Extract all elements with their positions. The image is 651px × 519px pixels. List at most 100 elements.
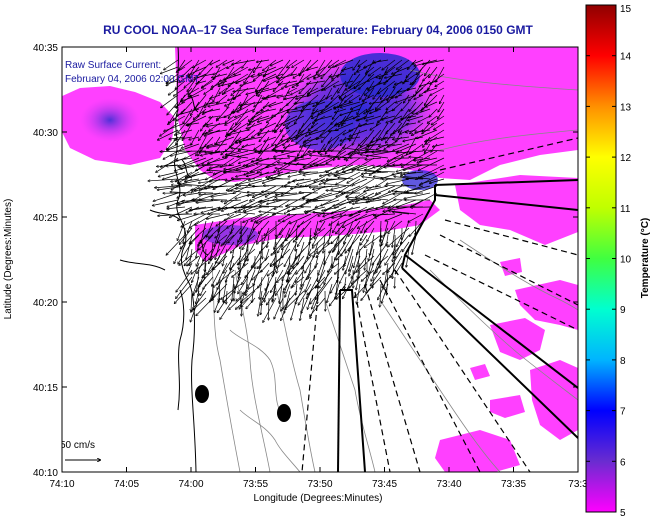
current-vector [168, 115, 179, 124]
current-vector [380, 87, 389, 99]
current-vector [288, 171, 312, 177]
current-vector [306, 200, 333, 201]
current-vector [240, 80, 256, 86]
current-vector [222, 199, 249, 211]
current-vector [213, 269, 235, 287]
current-vector [181, 213, 207, 227]
current-vector [201, 220, 207, 243]
current-vector [187, 73, 200, 91]
current-vector [332, 213, 354, 218]
current-vector [288, 156, 305, 159]
current-vector [199, 178, 228, 183]
current-vector [290, 213, 312, 224]
current-vector [185, 178, 200, 181]
current-vector [208, 101, 228, 106]
current-vector [381, 220, 403, 237]
colorbar-tick-label: 15 [620, 4, 632, 15]
current-vector [246, 297, 256, 309]
current-vector [260, 206, 284, 207]
current-vector [248, 192, 263, 193]
current-vector [160, 66, 179, 74]
current-vector [358, 150, 382, 153]
current-vector [178, 184, 207, 187]
current-vector [247, 171, 263, 176]
current-vector [382, 220, 389, 245]
current-vector [368, 241, 375, 260]
current-vector [422, 122, 431, 131]
current-vector [321, 192, 347, 206]
current-vector [345, 94, 354, 102]
current-vector [249, 178, 270, 185]
map-title: RU COOL NOAA–17 Sea Surface Temperature:… [103, 23, 533, 37]
current-vector [318, 255, 326, 275]
current-vector [388, 220, 396, 234]
current-vector [408, 213, 424, 222]
station-marker [277, 404, 291, 422]
current-vector [237, 150, 263, 157]
current-vector [223, 248, 228, 266]
current-vector [430, 87, 445, 95]
current-vector [348, 150, 375, 154]
current-vector [354, 73, 368, 88]
current-vector [303, 164, 326, 167]
current-vector [158, 129, 179, 140]
current-vector [209, 170, 235, 173]
current-vector [239, 157, 256, 163]
current-vector [235, 108, 256, 117]
current-vector [376, 178, 389, 187]
current-vector [193, 276, 200, 295]
current-vector [314, 171, 333, 182]
current-vector [272, 262, 277, 276]
current-vector [297, 73, 305, 86]
current-vector [377, 255, 389, 265]
current-vector [422, 59, 445, 64]
current-vector [271, 59, 284, 66]
current-vector [193, 108, 207, 119]
current-vector [278, 171, 298, 175]
current-vector [376, 73, 389, 77]
current-vector [164, 59, 179, 70]
current-vector [174, 136, 193, 140]
current-vector [226, 290, 227, 304]
current-vector [196, 297, 214, 316]
current-vector [335, 59, 354, 66]
current-vector [276, 227, 284, 239]
current-vector [360, 234, 368, 245]
current-vector [206, 213, 228, 219]
current-vector [376, 185, 396, 194]
x-tick-label: 73:50 [307, 479, 332, 490]
current-vector [213, 283, 221, 298]
current-vector [424, 143, 431, 153]
current-vector [195, 213, 214, 225]
current-vector [199, 178, 221, 190]
current-vector [414, 94, 424, 99]
current-vector [392, 66, 410, 74]
current-vector [346, 197, 375, 201]
current-vector [167, 101, 179, 115]
current-vector [239, 136, 263, 142]
current-vector [327, 283, 333, 302]
current-vector [326, 190, 354, 194]
current-vector [233, 87, 256, 92]
current-vector [312, 108, 333, 118]
current-vector [219, 87, 228, 94]
current-vector [251, 206, 277, 221]
current-vector [186, 234, 193, 260]
current-vector [372, 150, 403, 152]
current-vector [435, 80, 445, 86]
current-vector [170, 192, 193, 193]
current-vector [216, 136, 235, 144]
current-vector [325, 164, 347, 172]
current-vector [323, 206, 347, 217]
current-vector [409, 101, 417, 111]
current-vector [324, 184, 354, 187]
current-vector [235, 212, 256, 215]
current-vector [346, 143, 361, 161]
current-vector [335, 171, 354, 176]
current-vector [421, 171, 438, 178]
current-vector [328, 220, 333, 244]
current-vector [232, 262, 249, 277]
current-vector [228, 227, 242, 243]
current-vector [297, 164, 312, 166]
current-vector [328, 129, 347, 143]
